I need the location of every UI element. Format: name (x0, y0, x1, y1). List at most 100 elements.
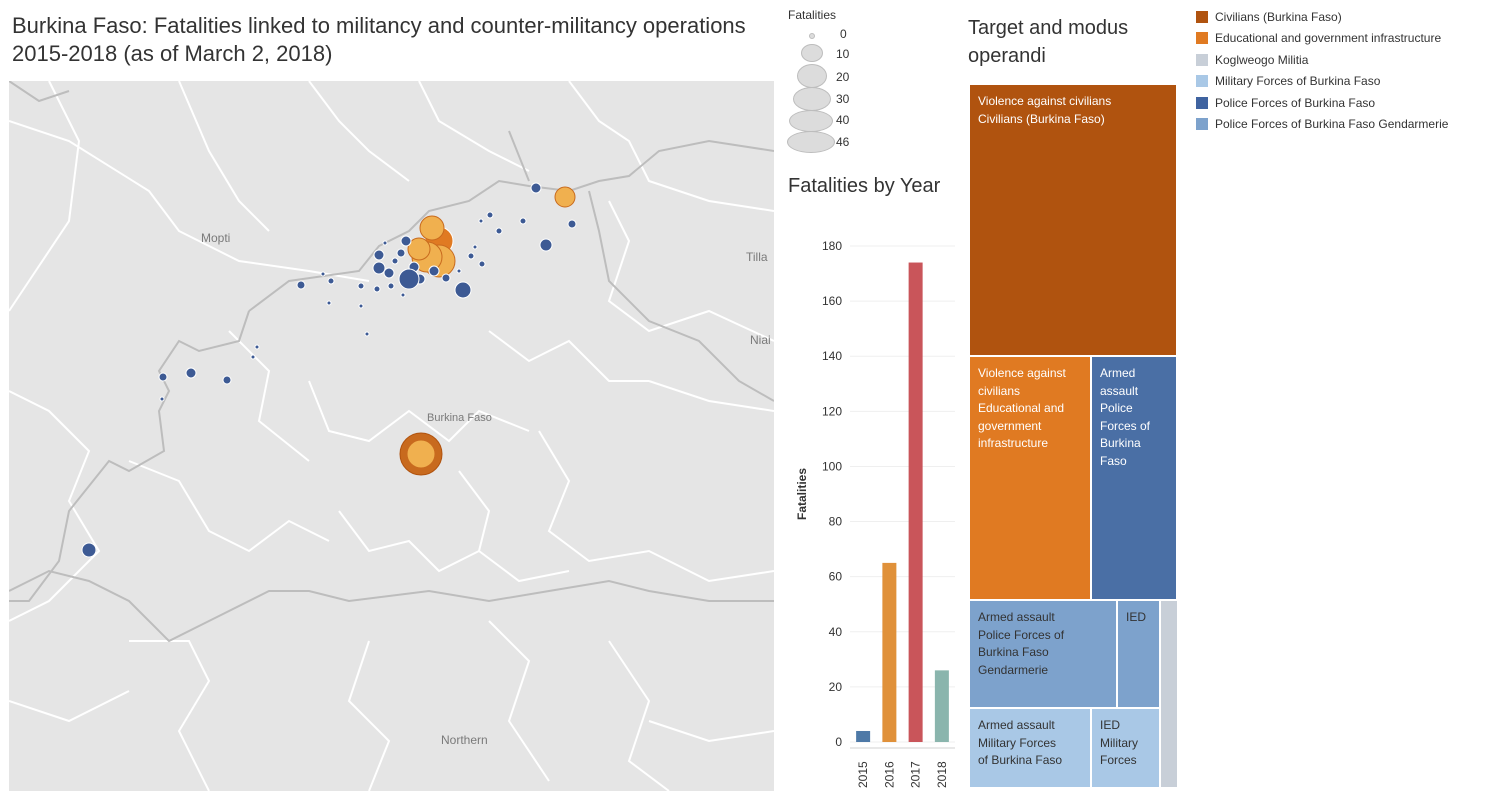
event-marker[interactable] (373, 249, 385, 261)
event-marker[interactable] (530, 182, 542, 194)
event-marker[interactable] (326, 300, 332, 306)
size-legend-dot (787, 131, 835, 153)
event-marker[interactable] (472, 244, 478, 250)
event-marker[interactable] (382, 240, 388, 246)
treemap-cell-label: Forces (1100, 753, 1137, 767)
event-marker[interactable] (158, 372, 168, 382)
event-marker[interactable] (539, 238, 553, 252)
x-tick-label: 2017 (909, 761, 923, 788)
legend-label: Military Forces of Burkina Faso (1215, 74, 1381, 89)
treemap-cell-label: infrastructure (978, 436, 1049, 450)
event-marker[interactable] (400, 292, 406, 298)
event-markers[interactable] (81, 182, 577, 558)
map-label-niai: Niai (750, 333, 771, 347)
event-marker[interactable] (406, 439, 436, 469)
treemap-cell[interactable]: Violence against civilians Civilians (Bur… (969, 84, 1177, 356)
event-marker[interactable] (456, 268, 462, 274)
treemap-cell-label: Violence against civilians (978, 94, 1112, 108)
legend-item[interactable]: Civilians (Burkina Faso) (1196, 6, 1496, 28)
treemap-cell[interactable]: Armed assault Police Forces of Burkina Faso (1091, 356, 1177, 600)
event-marker[interactable] (478, 260, 486, 268)
treemap-cell-label: Armed assault (978, 718, 1055, 732)
bar-2016 (882, 562, 897, 742)
treemap: Violence against civilians Civilians (Bur… (969, 84, 1178, 788)
event-marker[interactable] (495, 227, 503, 235)
y-tick-label: 140 (822, 349, 842, 363)
y-tick-label: 100 (822, 459, 842, 473)
legend-swatch (1196, 96, 1208, 109)
treemap-cell-label: Military (1100, 735, 1138, 750)
event-marker[interactable] (250, 354, 256, 360)
event-marker[interactable] (364, 331, 370, 337)
treemap-cell-label: Faso (1100, 453, 1127, 468)
event-marker[interactable] (357, 282, 365, 290)
size-legend-label: 0 (840, 27, 847, 41)
legend-label: Police Forces of Burkina Faso (1215, 95, 1376, 110)
legend-item[interactable]: Military Forces of Burkina Faso (1196, 71, 1496, 93)
legend-swatch (1196, 32, 1208, 45)
event-marker[interactable] (81, 542, 97, 558)
event-marker[interactable] (441, 273, 451, 283)
event-marker[interactable] (554, 186, 576, 208)
treemap-cell-label: Burkina (1100, 436, 1141, 450)
treemap-cell-label: Military Forces (978, 735, 1057, 750)
event-marker[interactable] (467, 252, 475, 260)
event-marker[interactable] (391, 257, 399, 265)
legend-swatch (1196, 10, 1208, 23)
bar-2015 (856, 730, 871, 742)
treemap-cell[interactable]: Violence against civilians Educational and… (969, 356, 1091, 600)
treemap-cell[interactable]: Armed assault Military Forces of Burkina F… (969, 708, 1091, 788)
event-marker[interactable] (373, 285, 381, 293)
treemap-cell-label: civilians (978, 383, 1021, 398)
event-marker[interactable] (159, 396, 165, 402)
event-marker[interactable] (396, 248, 406, 258)
size-legend-dot (793, 87, 831, 111)
treemap-cell[interactable] (1160, 600, 1178, 788)
event-marker[interactable] (185, 367, 197, 379)
treemap-cell-label: Armed assault (978, 610, 1055, 624)
event-marker[interactable] (478, 218, 484, 224)
size-legend-dot (809, 33, 815, 39)
size-legend: Fatalities 0 10 20 30 40 46 (784, 6, 874, 156)
event-marker[interactable] (320, 271, 326, 277)
legend-item[interactable]: Police Forces of Burkina Faso Gendarmeri… (1196, 114, 1496, 136)
treemap-cell[interactable]: IED (1117, 600, 1160, 708)
treemap-cell-label: government (978, 418, 1042, 433)
event-marker[interactable] (419, 215, 445, 241)
treemap-title: Target and modus operandi (968, 17, 1129, 67)
event-marker[interactable] (398, 268, 420, 290)
map-svg[interactable]: Mopti Burkina Faso Tilla Niai Northern (9, 81, 774, 791)
event-marker[interactable] (454, 281, 472, 299)
x-tick-label: 2016 (882, 761, 896, 788)
event-marker[interactable] (519, 217, 527, 225)
event-marker[interactable] (254, 344, 260, 350)
event-marker[interactable] (428, 265, 440, 277)
event-marker[interactable] (486, 211, 494, 219)
event-marker[interactable] (372, 261, 386, 275)
event-marker[interactable] (358, 303, 364, 309)
legend-item[interactable]: Educational and government infrastructur… (1196, 28, 1496, 50)
treemap-cell[interactable]: Armed assault Police Forces of Burkina Fas… (969, 600, 1117, 708)
legend-item[interactable]: Koglweogo Militia (1196, 49, 1496, 71)
size-legend-label: 40 (836, 113, 850, 127)
event-marker[interactable] (327, 277, 335, 285)
event-marker[interactable] (567, 219, 577, 229)
event-marker[interactable] (222, 375, 232, 385)
event-marker[interactable] (400, 235, 412, 247)
treemap-cell-label: Burkina Faso (978, 645, 1049, 659)
size-legend-dot (801, 44, 823, 62)
event-marker[interactable] (387, 282, 395, 290)
treemap-cell[interactable]: IED Military Forces (1091, 708, 1160, 788)
bar-chart-svg: 0 20 40 60 80 100 120 140 160 180 Fatalities 2015 20… (795, 239, 955, 788)
size-legend-header: Fatalities (788, 8, 837, 22)
map-panel[interactable]: Mopti Burkina Faso Tilla Niai Northern (9, 81, 774, 791)
legend-swatch (1196, 53, 1208, 66)
event-marker[interactable] (383, 267, 395, 279)
legend-item[interactable]: Police Forces of Burkina Faso (1196, 92, 1496, 114)
event-marker[interactable] (296, 280, 306, 290)
treemap-cell-label: Educational and (978, 401, 1065, 415)
treemap-cell-label: IED (1100, 718, 1121, 732)
size-legend-label: 46 (836, 135, 850, 149)
y-tick-label: 20 (829, 680, 843, 694)
event-marker[interactable] (407, 237, 431, 261)
